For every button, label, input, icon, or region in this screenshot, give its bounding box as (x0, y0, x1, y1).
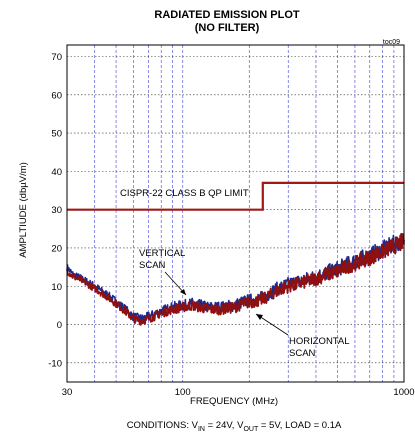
conditions-note: CONDITIONS: VIN = 24V, VOUT = 5V, LOAD =… (127, 420, 342, 433)
vertical-scan-label-line2: SCAN (139, 260, 166, 271)
horizontal-scan-annotation: HORIZONTAL SCAN (255, 313, 350, 359)
horizontal-scan-arrowhead (256, 314, 263, 320)
grid (67, 45, 404, 382)
limit-line-group (67, 181, 404, 211)
plot-frame (66, 44, 405, 383)
y-tick-label: 10 (51, 282, 62, 293)
cispr-limit-line (67, 181, 404, 211)
vertical-scan-arrowhead (180, 289, 186, 295)
horizontal-scan-label-line2: SCAN (289, 348, 316, 359)
y-tick-label: 20 (51, 243, 62, 254)
x-tick-label: 30 (62, 387, 73, 398)
figure-tag: toc09 (383, 39, 400, 46)
y-tick-label: 70 (51, 52, 62, 63)
x-tick-label: 1000 (393, 387, 414, 398)
x-tick-label: 100 (175, 387, 191, 398)
vertical-scan-label-line1: VERTICAL (139, 248, 185, 259)
y-tick-label: 30 (51, 205, 62, 216)
vertical-scan-annotation: VERTICAL SCAN (139, 248, 187, 296)
chart-title: RADIATED EMISSION PLOT (154, 9, 300, 21)
y-tick-label: -10 (48, 358, 62, 369)
y-tick-label: 40 (51, 167, 62, 178)
limit-line-label: CISPR-22 CLASS B QP LIMIT (120, 188, 249, 199)
y-tick-label: 0 (57, 320, 62, 331)
y-axis-label: AMPLTIUDE (dbµV/m) (18, 162, 29, 258)
traces (66, 233, 405, 326)
horizontal-scan-label-line1: HORIZONTAL (289, 336, 350, 347)
y-tick-label: 50 (51, 129, 62, 140)
tick-labels: 30 100 1000 -10 0 10 20 30 40 50 60 70 (48, 52, 414, 398)
chart-subtitle: (NO FILTER) (195, 22, 260, 34)
y-tick-label: 60 (51, 90, 62, 101)
x-axis-label: FREQUENCY (MHz) (190, 396, 278, 407)
horizontal-scan-trace (66, 233, 405, 326)
